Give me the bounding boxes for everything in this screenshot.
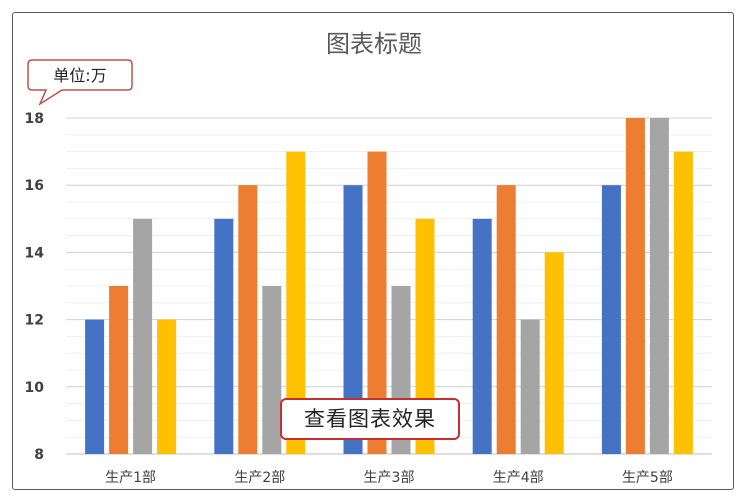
y-tick-label: 18 bbox=[25, 111, 44, 127]
bar bbox=[367, 151, 387, 454]
x-axis-ticks: 生产1部 生产2部 生产3部 生产4部 生产5部 bbox=[105, 470, 673, 486]
bar bbox=[520, 319, 540, 454]
x-tick-label: 生产3部 bbox=[364, 470, 415, 486]
unit-label: 单位:万 bbox=[53, 66, 106, 85]
y-tick-label: 14 bbox=[25, 245, 45, 261]
x-tick-label: 生产4部 bbox=[493, 470, 544, 486]
bar bbox=[544, 252, 564, 454]
bars bbox=[85, 118, 693, 454]
y-tick-label: 10 bbox=[25, 380, 45, 396]
bar bbox=[109, 286, 129, 454]
chart-title: 图表标题 bbox=[326, 30, 422, 58]
bar bbox=[343, 185, 363, 454]
x-tick-label: 生产2部 bbox=[234, 470, 285, 486]
bar bbox=[85, 319, 105, 454]
y-tick-label: 8 bbox=[34, 447, 44, 463]
bar bbox=[673, 151, 693, 454]
view-chart-effect-button[interactable]: 查看图表效果 bbox=[280, 398, 460, 440]
x-tick-label: 生产1部 bbox=[105, 470, 156, 486]
bar bbox=[601, 185, 621, 454]
bar bbox=[472, 218, 492, 454]
bar bbox=[262, 286, 282, 454]
y-tick-label: 12 bbox=[25, 313, 44, 329]
x-tick-label: 生产5部 bbox=[622, 470, 673, 486]
bar bbox=[286, 151, 306, 454]
bar bbox=[238, 185, 258, 454]
bar bbox=[214, 218, 234, 454]
unit-callout-bubble bbox=[27, 59, 133, 106]
bar bbox=[649, 118, 669, 454]
bar bbox=[496, 185, 516, 454]
bar bbox=[157, 319, 177, 454]
bar bbox=[415, 218, 435, 454]
unit-callout: 单位:万 bbox=[27, 59, 133, 106]
y-axis-ticks: 8 10 12 14 16 18 bbox=[25, 111, 45, 463]
bar bbox=[625, 118, 645, 454]
bar bbox=[133, 218, 153, 454]
y-tick-label: 16 bbox=[25, 178, 44, 194]
